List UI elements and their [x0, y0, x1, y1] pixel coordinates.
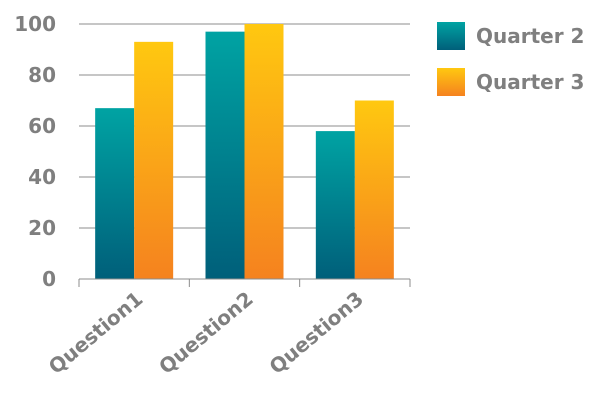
y-tick-label: 40	[28, 165, 56, 189]
bar-quarter-3-question3	[354, 100, 394, 279]
y-tick-label: 80	[28, 63, 56, 87]
bar-quarter-2-question1	[95, 108, 135, 280]
bar-quarter-3-question1	[134, 41, 174, 279]
bar-quarter-2-question2	[205, 31, 245, 280]
x-category-label: Question2	[154, 286, 258, 378]
bars	[95, 24, 394, 280]
x-axis-labels: Question1 Question2 Question3	[44, 286, 368, 378]
legend: Quarter 2 Quarter 3	[437, 22, 584, 96]
bar-quarter-3-question2	[244, 24, 284, 279]
legend-swatch	[437, 22, 465, 50]
y-tick-label: 100	[14, 12, 56, 36]
y-axis-ticks: 0 20 40 60 80 100	[14, 12, 56, 291]
x-category-label: Question1	[44, 286, 148, 378]
legend-label: Quarter 3	[476, 70, 584, 94]
bar-quarter-2-question3	[315, 131, 355, 279]
x-axis	[78, 278, 411, 287]
y-tick-label: 20	[28, 216, 56, 240]
legend-swatch	[437, 68, 465, 96]
x-category-label: Question3	[265, 286, 369, 378]
y-tick-label: 0	[42, 267, 56, 291]
legend-label: Quarter 2	[476, 24, 584, 48]
y-tick-label: 60	[28, 114, 56, 138]
